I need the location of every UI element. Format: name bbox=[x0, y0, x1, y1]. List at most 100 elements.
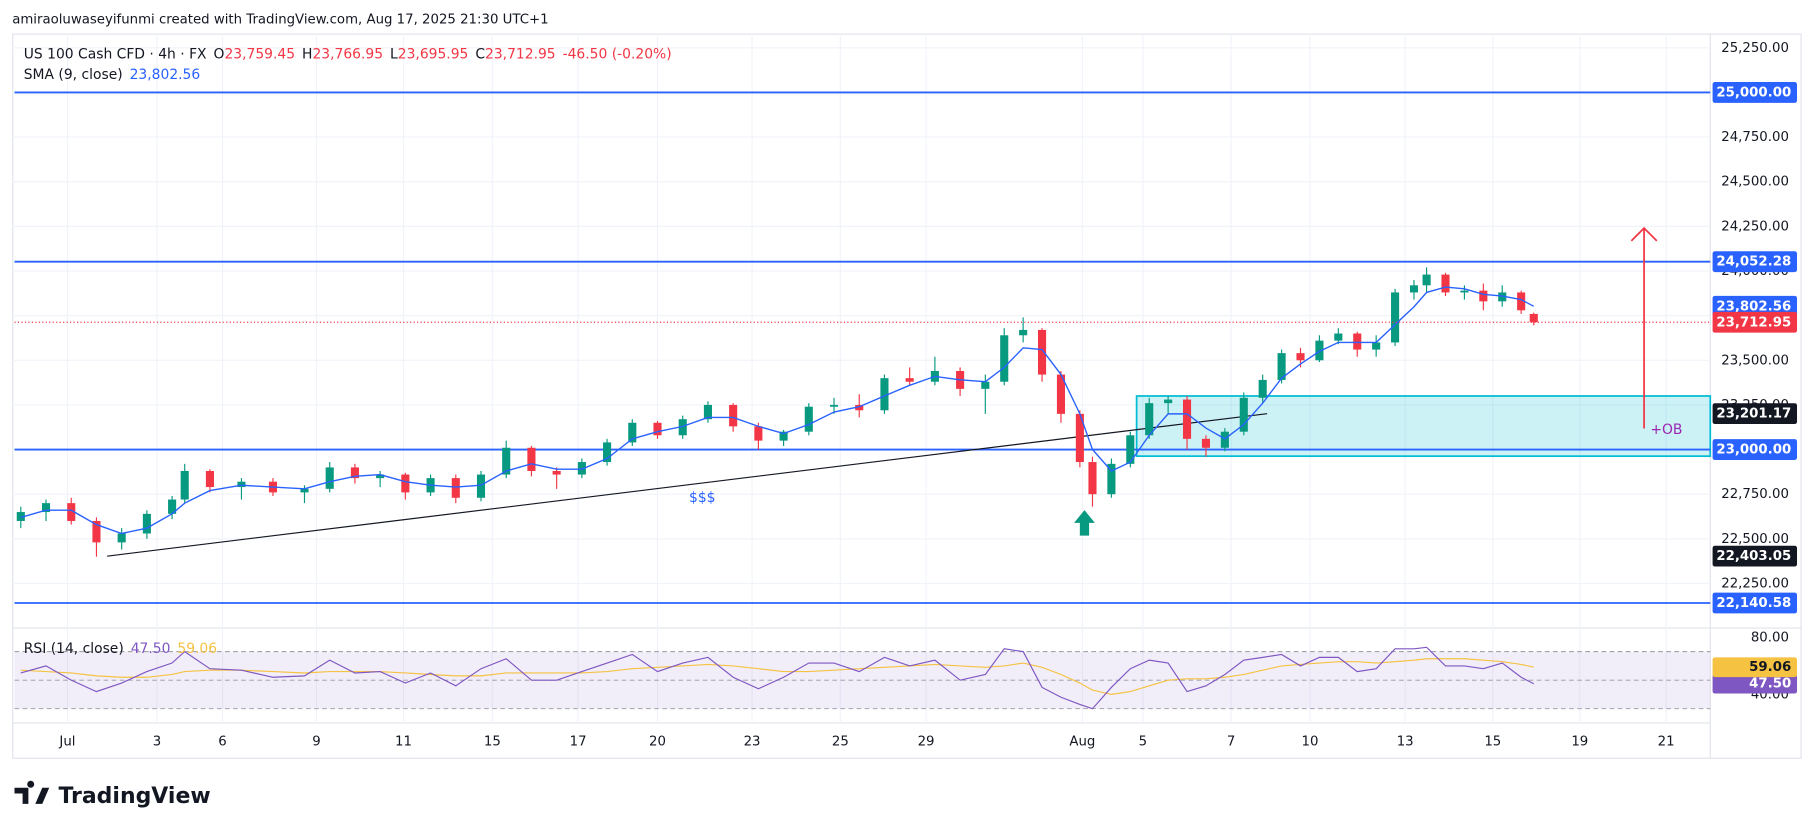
y-tick-label: 23,500.00 bbox=[1721, 353, 1789, 368]
candle-body bbox=[1075, 413, 1084, 463]
candle-body bbox=[1296, 353, 1305, 361]
candle-body bbox=[1441, 274, 1450, 293]
candle-body bbox=[1372, 342, 1381, 350]
candle-body bbox=[577, 462, 586, 475]
candle-body bbox=[552, 470, 561, 475]
legend-item: O bbox=[214, 46, 225, 62]
legend-item: C bbox=[475, 46, 485, 62]
candle-body bbox=[476, 474, 486, 498]
indicator-label-box bbox=[1712, 673, 1798, 694]
legend-item: 23,695.95 bbox=[398, 46, 469, 62]
logo-text: TradingView bbox=[58, 784, 210, 809]
x-tick-label: 20 bbox=[649, 734, 666, 749]
legend-item: -46.50 (-0.20%) bbox=[563, 46, 672, 62]
candle-body bbox=[1479, 290, 1488, 302]
indicator-label: 59.06 bbox=[1749, 660, 1791, 675]
indicator-label-box bbox=[1712, 657, 1798, 678]
legend-item: 23,766.95 bbox=[312, 46, 383, 62]
candle-body bbox=[350, 467, 359, 479]
indicator-line bbox=[20, 646, 1535, 710]
frame bbox=[12, 33, 1802, 759]
candle-body bbox=[237, 481, 246, 488]
price-label: 22,140.58 bbox=[1716, 596, 1791, 611]
candle-body bbox=[829, 404, 839, 407]
candle-body bbox=[703, 404, 712, 420]
candle-body bbox=[804, 406, 813, 432]
candle-body bbox=[754, 426, 763, 441]
candle-body bbox=[855, 404, 864, 411]
x-tick-label: Jul bbox=[58, 734, 75, 749]
legend-item: H bbox=[302, 46, 312, 62]
candle-body bbox=[603, 442, 612, 463]
candle-body bbox=[168, 499, 177, 514]
price-label: 24,052.28 bbox=[1716, 255, 1791, 270]
indicator-value: 47.50 bbox=[131, 641, 171, 657]
candle-body bbox=[41, 503, 51, 513]
logo-icon bbox=[14, 780, 50, 804]
candle-body bbox=[1088, 462, 1097, 495]
annotation: +OB bbox=[1650, 422, 1682, 438]
x-tick-label: 7 bbox=[1227, 734, 1235, 749]
candle-body bbox=[653, 422, 662, 436]
logo: TradingView bbox=[14, 780, 211, 809]
header: amiraoluwaseyifunmi created with Trading… bbox=[12, 13, 548, 28]
indicator-label: 47.50 bbox=[1749, 677, 1791, 692]
candle-body bbox=[678, 419, 687, 436]
y-tick-label: 25,250.00 bbox=[1721, 41, 1789, 56]
price-label-box bbox=[1712, 403, 1798, 425]
candle-body bbox=[205, 470, 214, 488]
candle-body bbox=[1164, 399, 1173, 404]
up-arrow-icon bbox=[1074, 510, 1095, 536]
order-block-zone bbox=[1135, 395, 1712, 458]
price-label: 23,802.56 bbox=[1716, 299, 1791, 314]
candle-body bbox=[1056, 374, 1066, 414]
indicator-legend: RSI (14, close) 47.50 59.06 bbox=[24, 641, 217, 657]
candle-body bbox=[1517, 292, 1526, 311]
trendline bbox=[107, 413, 1268, 557]
x-tick-label: 13 bbox=[1397, 734, 1414, 749]
x-tick-label: 11 bbox=[395, 734, 412, 749]
candle-body bbox=[1239, 397, 1248, 432]
candle-body bbox=[729, 404, 738, 427]
candle-body bbox=[527, 447, 536, 471]
candle-body bbox=[1315, 340, 1324, 361]
plot: 22,250.00 22,500.00 22,750.00 23,000.00 23,2… bbox=[12, 33, 1798, 749]
price-label: 23,201.17 bbox=[1716, 407, 1791, 422]
candle-body bbox=[1220, 431, 1229, 448]
candle-body bbox=[1460, 290, 1469, 293]
candle-body bbox=[401, 474, 410, 493]
x-tick-label: 21 bbox=[1658, 734, 1675, 749]
candle-body bbox=[1409, 285, 1419, 293]
candle-body bbox=[180, 470, 189, 500]
price-label-box bbox=[1712, 439, 1798, 460]
y-tick-label: 24,250.00 bbox=[1721, 219, 1789, 234]
x-tick-label: 19 bbox=[1571, 734, 1588, 749]
candle-body bbox=[117, 533, 126, 543]
candle-body bbox=[1000, 335, 1009, 382]
y-tick-label: 24,750.00 bbox=[1721, 130, 1789, 145]
series-value: 23,802.56 bbox=[130, 67, 201, 83]
projection-arrow-head bbox=[1630, 226, 1658, 242]
candle-body bbox=[628, 422, 637, 443]
price-label-box bbox=[1712, 82, 1798, 103]
series-name: SMA (9, close) bbox=[24, 67, 123, 83]
price-label: 25,000.00 bbox=[1716, 85, 1791, 100]
price-label: 23,000.00 bbox=[1716, 443, 1791, 458]
candle-body bbox=[1334, 333, 1343, 341]
candle-body bbox=[880, 378, 889, 411]
candle-body bbox=[1498, 292, 1507, 302]
candle-body bbox=[376, 474, 385, 479]
x-tick-label: 29 bbox=[918, 734, 935, 749]
candle-body bbox=[1353, 333, 1362, 350]
legend-item: US 100 Cash CFD · 4h · FX bbox=[24, 46, 207, 62]
y-tick-label: 80.00 bbox=[1751, 630, 1789, 645]
x-tick-label: 10 bbox=[1302, 734, 1319, 749]
x-tick-label: 5 bbox=[1139, 734, 1147, 749]
candle-body bbox=[1126, 435, 1135, 464]
price-label-box bbox=[1712, 545, 1798, 567]
legend-item: L bbox=[390, 46, 398, 62]
price-label-box bbox=[1712, 251, 1798, 273]
